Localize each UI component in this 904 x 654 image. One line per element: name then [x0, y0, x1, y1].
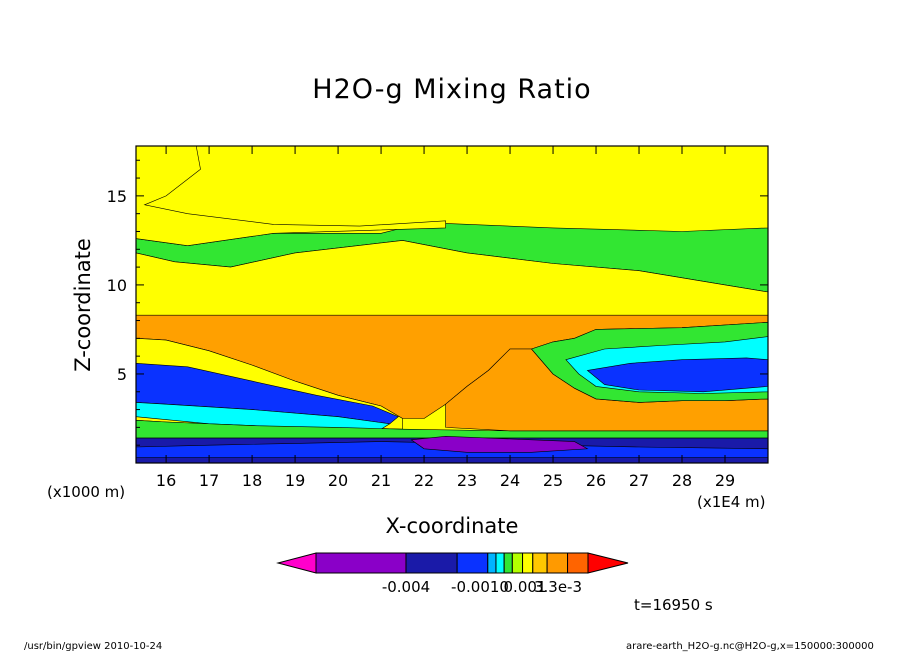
- contour-regions: [135, 145, 769, 464]
- colorbar-segment: [315, 552, 407, 574]
- y-unit-note: (x1000 m): [47, 483, 126, 501]
- x-axis-label: X-coordinate: [385, 514, 519, 538]
- colorbar-label: 3.3e-3: [534, 578, 582, 596]
- x-tick-label: 24: [500, 471, 520, 490]
- x-tick-label: 29: [715, 471, 735, 490]
- x-unit-note: (x1E4 m): [697, 493, 766, 511]
- colorbar-segment: [487, 552, 497, 574]
- x-tick-label: 25: [543, 471, 563, 490]
- region-cyan-lower-left: [135, 402, 391, 430]
- x-tick-label: 26: [586, 471, 606, 490]
- time-label: t=16950 s: [634, 596, 713, 614]
- colorbar-label: -0.0010: [451, 578, 509, 596]
- y-tick-label: 5: [117, 365, 127, 384]
- x-tick-label: 27: [629, 471, 649, 490]
- colorbar-segment: [503, 552, 513, 574]
- x-tick-label: 28: [672, 471, 692, 490]
- x-tick-label: 21: [371, 471, 391, 490]
- colorbar-label: 0.001: [504, 578, 547, 596]
- x-tick-label: 17: [199, 471, 219, 490]
- y-ticks: 5 10 15: [107, 159, 768, 446]
- colorbar-segment: [546, 552, 569, 574]
- y-tick-label: 10: [107, 276, 127, 295]
- plot-frame: [135, 145, 769, 464]
- colorbar-segment: [495, 552, 505, 574]
- footer-left: /usr/bin/gpview 2010-10-24: [24, 641, 163, 652]
- colorbar-segment: [532, 552, 548, 574]
- colorbar-segment: [405, 552, 458, 574]
- x-ticks: 16 17 18 19 20 21 22 23 24 25 26 27 28 29: [156, 146, 735, 490]
- region-bottom-purple: [410, 435, 589, 453]
- y-axis-label: Z-coordinate: [71, 238, 95, 372]
- x-tick-label: 23: [457, 471, 477, 490]
- x-tick-label: 20: [328, 471, 348, 490]
- x-tick-label: 18: [242, 471, 262, 490]
- colorbar-min-arrow: [276, 552, 317, 574]
- colorbar-segment: [511, 552, 524, 574]
- colorbar-segment: [456, 552, 489, 574]
- x-tick-label: 19: [285, 471, 305, 490]
- x-tick-label: 22: [414, 471, 434, 490]
- footer-right: arare-earth_H2O-g.nc@H2O-g,x=150000:3000…: [626, 641, 874, 652]
- colorbar-max-arrow: [587, 552, 629, 574]
- chart-title: H2O-g Mixing Ratio: [312, 74, 592, 105]
- region-upper-left-yellow: [135, 145, 446, 247]
- colorbar-label: -0.004: [382, 578, 430, 596]
- x-tick-label: 16: [156, 471, 176, 490]
- colorbar-segment: [522, 552, 534, 574]
- colorbar-segment: [567, 552, 589, 574]
- y-tick-label: 15: [107, 187, 127, 206]
